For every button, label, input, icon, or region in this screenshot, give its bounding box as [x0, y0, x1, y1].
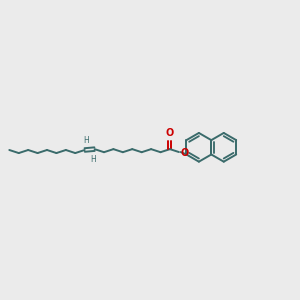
Text: O: O — [166, 128, 174, 138]
Text: H: H — [91, 154, 96, 164]
Text: H: H — [83, 136, 88, 145]
Text: O: O — [181, 148, 189, 158]
